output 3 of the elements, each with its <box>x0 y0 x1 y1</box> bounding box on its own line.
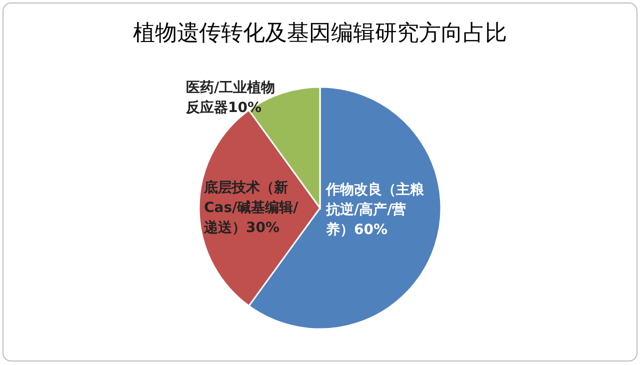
slice-label: 作物改良（主粮抗逆/高产/营养）60% <box>326 180 425 240</box>
slice-label: 底层技术（新Cas/碱基编辑/递送）30% <box>204 178 300 238</box>
chart-title: 植物遗传转化及基因编辑研究方向占比 <box>133 21 507 46</box>
